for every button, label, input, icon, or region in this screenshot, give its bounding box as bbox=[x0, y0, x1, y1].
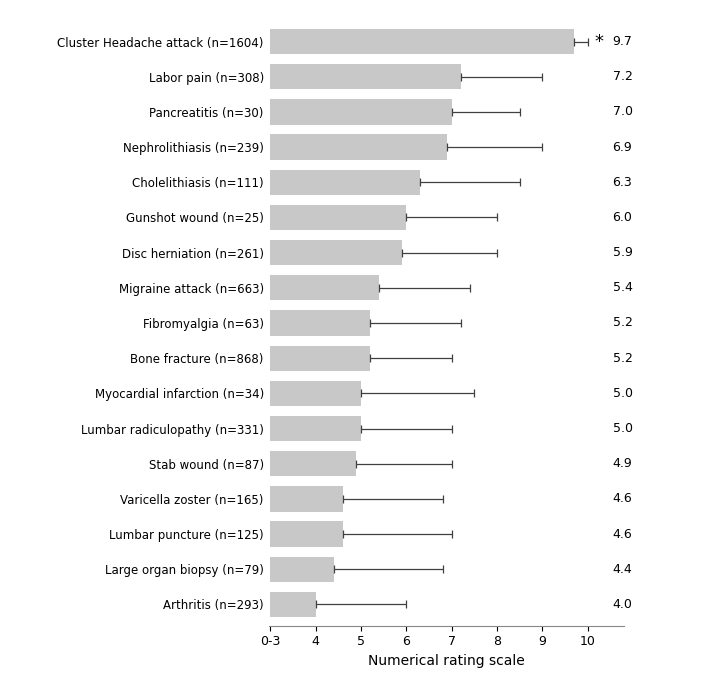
Text: 9.7: 9.7 bbox=[613, 35, 632, 48]
Text: 6.0: 6.0 bbox=[613, 211, 632, 224]
Text: 5.4: 5.4 bbox=[613, 282, 632, 294]
Text: 5.0: 5.0 bbox=[613, 387, 632, 400]
Bar bbox=[270, 135, 447, 160]
Text: 4.9: 4.9 bbox=[613, 457, 632, 471]
Bar bbox=[270, 486, 343, 511]
Text: 4.4: 4.4 bbox=[613, 563, 632, 576]
Bar bbox=[270, 416, 361, 441]
Text: 5.9: 5.9 bbox=[613, 246, 632, 259]
Bar bbox=[270, 345, 370, 371]
Bar bbox=[270, 205, 406, 230]
Bar bbox=[270, 451, 357, 477]
Bar bbox=[270, 240, 402, 265]
Text: 5.2: 5.2 bbox=[613, 316, 632, 330]
Bar bbox=[270, 64, 461, 89]
Text: 6.3: 6.3 bbox=[613, 175, 632, 189]
Text: 6.9: 6.9 bbox=[613, 141, 632, 154]
Text: *: * bbox=[594, 33, 603, 50]
Bar bbox=[270, 522, 343, 547]
Text: 4.6: 4.6 bbox=[613, 528, 632, 541]
Text: 4.0: 4.0 bbox=[613, 598, 632, 611]
Bar bbox=[270, 310, 370, 336]
Bar bbox=[270, 169, 420, 195]
Bar bbox=[270, 557, 334, 582]
Bar bbox=[270, 381, 361, 406]
Bar bbox=[270, 592, 316, 617]
Bar bbox=[270, 99, 452, 124]
Bar bbox=[270, 275, 379, 301]
Text: 5.0: 5.0 bbox=[613, 422, 632, 435]
Text: 7.0: 7.0 bbox=[613, 105, 632, 118]
Bar bbox=[270, 29, 574, 54]
Text: 4.6: 4.6 bbox=[613, 492, 632, 505]
Text: 5.2: 5.2 bbox=[613, 352, 632, 364]
Text: 7.2: 7.2 bbox=[613, 70, 632, 83]
X-axis label: Numerical rating scale: Numerical rating scale bbox=[368, 654, 525, 668]
